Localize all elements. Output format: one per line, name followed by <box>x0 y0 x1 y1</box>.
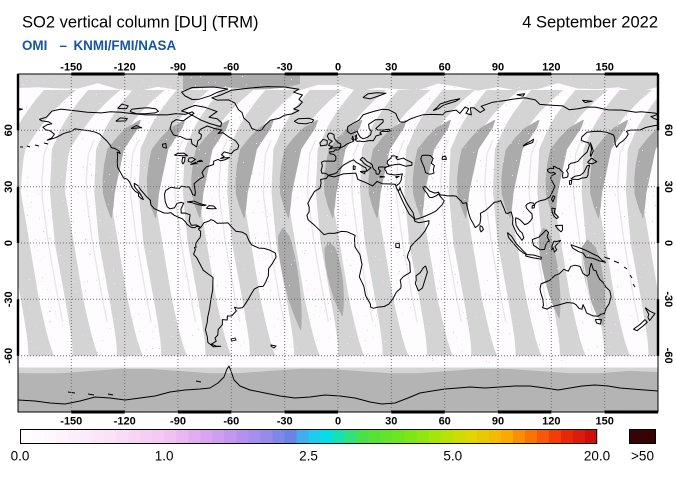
svg-text:-120: -120 <box>114 62 136 74</box>
svg-text:120: 120 <box>542 416 560 428</box>
svg-text:OMI: OMI <box>22 38 47 53</box>
svg-text:-60: -60 <box>662 348 674 364</box>
svg-text:120: 120 <box>542 62 560 74</box>
svg-text:-60: -60 <box>223 62 239 74</box>
svg-text:0.0: 0.0 <box>11 449 30 464</box>
svg-text:2.5: 2.5 <box>299 449 318 464</box>
svg-text:30: 30 <box>385 416 397 428</box>
svg-text:150: 150 <box>596 62 614 74</box>
svg-text:-150: -150 <box>60 62 82 74</box>
svg-text:60: 60 <box>662 124 674 136</box>
svg-text:90: 90 <box>492 62 504 74</box>
svg-text:30: 30 <box>3 181 15 193</box>
svg-text:-60: -60 <box>3 348 15 364</box>
svg-text:0: 0 <box>335 62 341 74</box>
svg-text:–: – <box>60 38 68 53</box>
svg-text:SO2 vertical column [DU] (TRM): SO2 vertical column [DU] (TRM) <box>22 14 259 32</box>
svg-text:30: 30 <box>385 62 397 74</box>
svg-text:-120: -120 <box>114 416 136 428</box>
svg-text:90: 90 <box>492 416 504 428</box>
svg-text:-30: -30 <box>662 291 674 307</box>
svg-text:-30: -30 <box>277 416 293 428</box>
svg-text:KNMI/FMI/NASA: KNMI/FMI/NASA <box>74 38 177 53</box>
svg-text:-90: -90 <box>170 62 186 74</box>
svg-text:0: 0 <box>662 240 674 246</box>
svg-text:-60: -60 <box>223 416 239 428</box>
svg-text:-150: -150 <box>60 416 82 428</box>
svg-text:0: 0 <box>335 416 341 428</box>
svg-text:5.0: 5.0 <box>443 449 462 464</box>
svg-text:0: 0 <box>3 240 15 246</box>
svg-text:4 September 2022: 4 September 2022 <box>522 14 658 32</box>
svg-text:150: 150 <box>596 416 614 428</box>
svg-text:-30: -30 <box>277 62 293 74</box>
svg-text:-90: -90 <box>170 416 186 428</box>
svg-text:20.0: 20.0 <box>584 449 610 464</box>
svg-text:60: 60 <box>3 124 15 136</box>
svg-text:-30: -30 <box>3 291 15 307</box>
svg-text:60: 60 <box>439 62 451 74</box>
svg-text:>50: >50 <box>631 449 654 464</box>
svg-text:30: 30 <box>662 181 674 193</box>
svg-text:60: 60 <box>439 416 451 428</box>
svg-text:1.0: 1.0 <box>155 449 174 464</box>
